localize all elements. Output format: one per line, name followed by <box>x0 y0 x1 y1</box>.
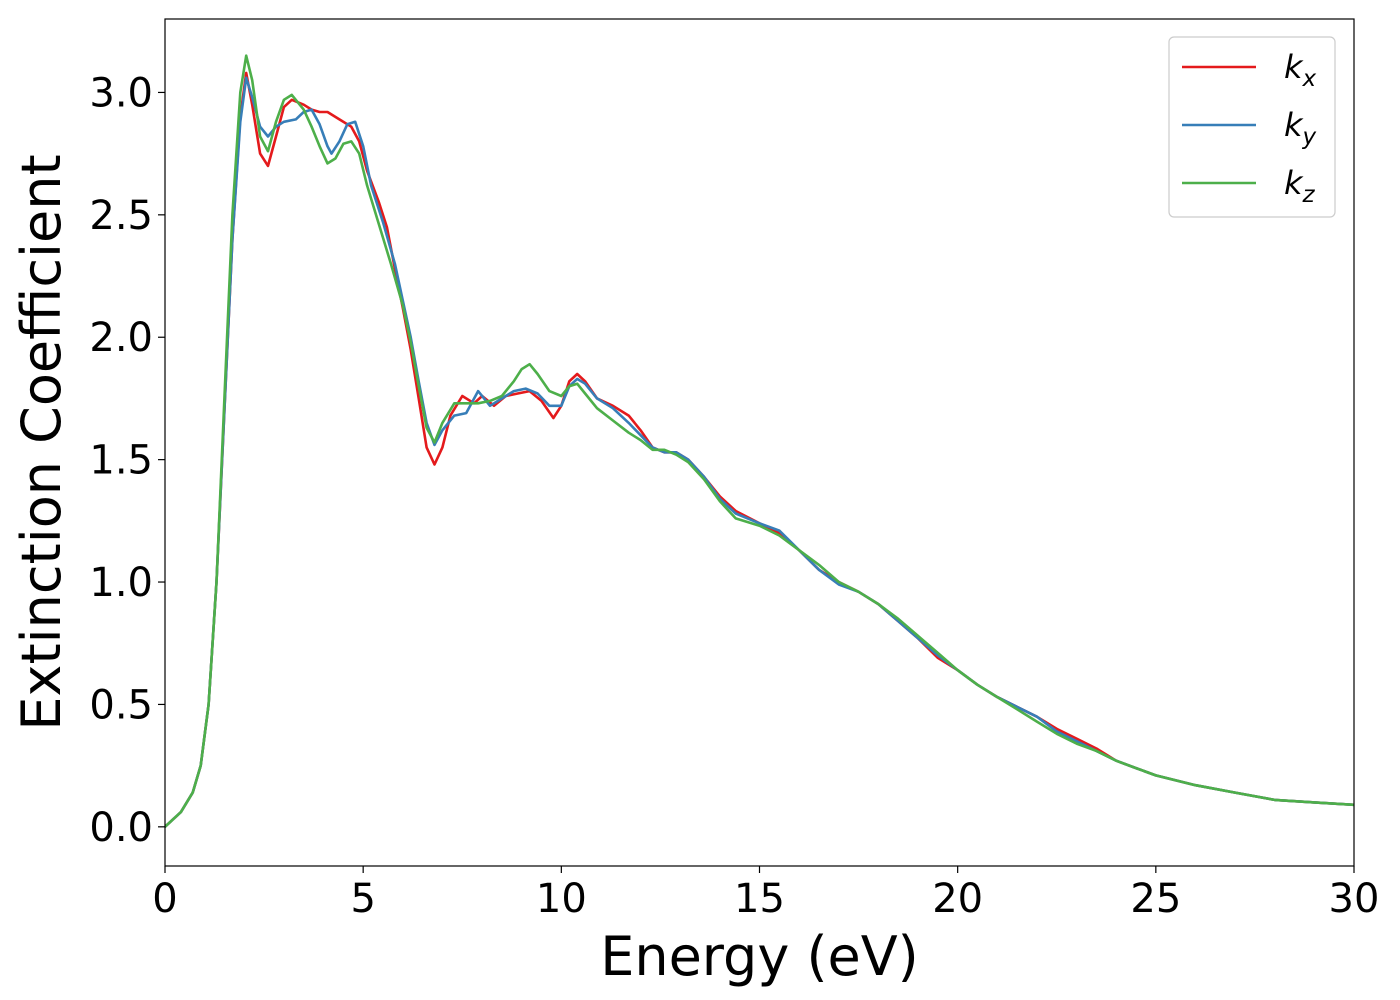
x-tick-label: 5 <box>350 876 375 922</box>
series-line-kz <box>165 54 1354 829</box>
x-tick-label: 20 <box>932 876 983 922</box>
y-tick-label: 1.5 <box>89 438 153 484</box>
x-axis: 0 5 10 15 20 25 30 <box>152 866 1379 922</box>
y-tick-label: 3.0 <box>89 70 153 116</box>
x-axis-title: Energy (eV) <box>600 925 919 988</box>
y-axis: 0.0 0.5 1.0 1.5 2.0 2.5 3.0 <box>89 70 165 851</box>
y-tick-label: 0.5 <box>89 682 153 728</box>
x-tick-label: 10 <box>536 876 587 922</box>
y-tick-label: 0.0 <box>89 805 153 851</box>
y-tick-label: 2.0 <box>89 315 153 361</box>
y-axis-title: Extinction Coefficient <box>10 154 73 730</box>
legend-label-kx: kx <box>1284 48 1317 92</box>
legend-label-kz: kz <box>1284 164 1316 208</box>
legend-label-ky: ky <box>1284 106 1317 150</box>
y-tick-label: 2.5 <box>89 193 153 239</box>
x-tick-label: 30 <box>1329 876 1380 922</box>
x-tick-label: 0 <box>152 876 177 922</box>
x-tick-label: 25 <box>1130 876 1181 922</box>
series-layer <box>165 54 1354 829</box>
legend: kx ky kz <box>1168 36 1336 218</box>
legend-frame <box>1168 36 1336 218</box>
x-tick-label: 15 <box>734 876 785 922</box>
y-tick-label: 1.0 <box>89 560 153 606</box>
